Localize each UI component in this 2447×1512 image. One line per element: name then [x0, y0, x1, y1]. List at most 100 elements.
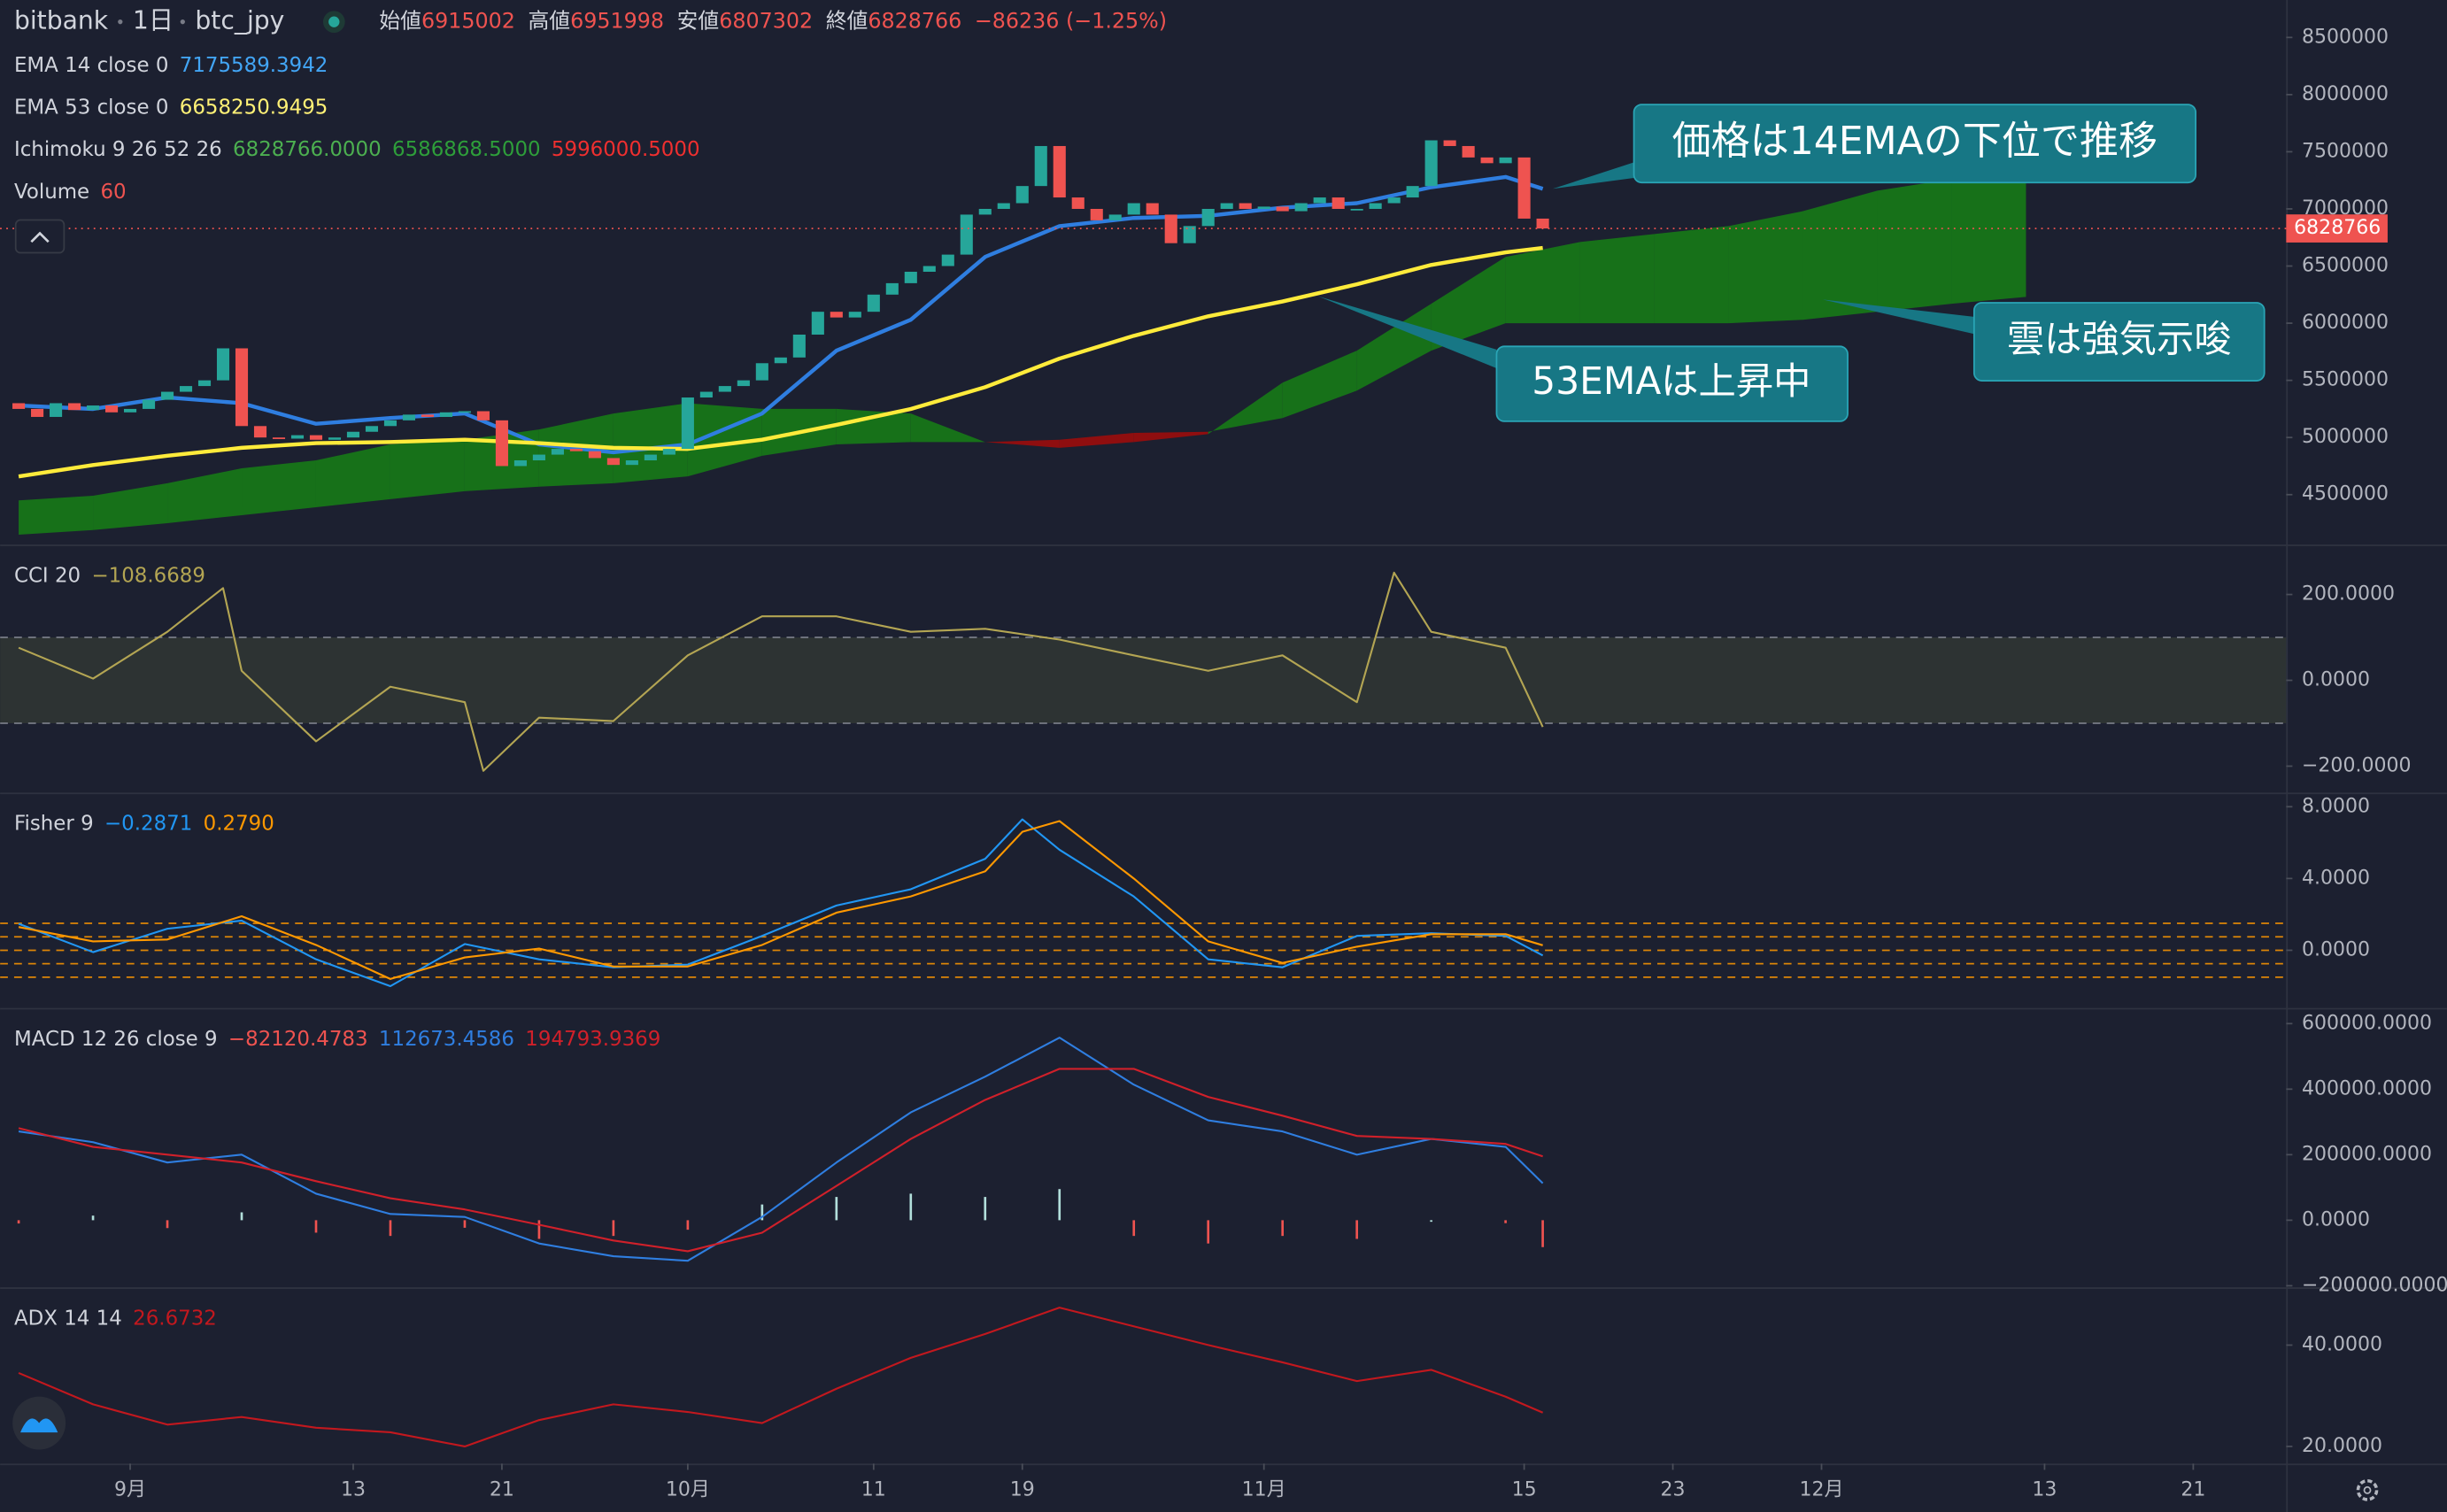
plots: 4500000500000055000006000000650000070000…: [0, 26, 2447, 1500]
candle: [87, 405, 100, 411]
legend-value: −108.6689: [91, 564, 205, 587]
histogram-bar: [909, 1193, 913, 1221]
candle: [532, 454, 545, 461]
legend-row: ADX 14 14 26.6732: [14, 1307, 217, 1330]
candle: [867, 294, 880, 312]
band: [0, 637, 2287, 723]
candle: [662, 449, 675, 455]
x-tick-label: 21: [490, 1478, 514, 1500]
x-tick-label: 15: [1512, 1478, 1537, 1500]
legend-value: −82120.4783: [228, 1027, 368, 1050]
settings[interactable]: [2356, 1478, 2379, 1501]
legend-title: Volume: [14, 180, 89, 203]
callout: [1633, 104, 2197, 184]
y-tick-label: 400000.0000: [2302, 1077, 2432, 1099]
x-tick-label: 19: [1010, 1478, 1035, 1500]
candle: [160, 391, 174, 400]
candle: [1499, 157, 1512, 164]
histogram-bar: [760, 1204, 764, 1221]
candle: [383, 420, 398, 427]
legend-title: Fisher 9: [14, 812, 94, 835]
ohlc-label: 高値: [529, 8, 571, 33]
cloud-segment: [1505, 242, 1580, 324]
callout-text: 53EMAは上昇中: [1532, 359, 1810, 403]
legend-row: Volume 60: [14, 180, 127, 203]
candle: [476, 411, 490, 420]
candle: [718, 386, 731, 392]
candle: [1424, 140, 1438, 187]
candle: [328, 437, 342, 440]
y-tick-label: 0.0000: [2302, 1208, 2370, 1230]
candle: [346, 431, 360, 438]
y-tick-label: 8500000: [2302, 26, 2389, 48]
x-tick-label: 13: [2032, 1478, 2057, 1500]
interval: 1日: [133, 6, 174, 35]
cloud-segment: [1951, 179, 2026, 305]
x-tick-label: 11月: [1242, 1478, 1286, 1500]
histogram-bar: [1355, 1220, 1358, 1239]
cloud-segment: [984, 439, 1060, 448]
histogram-bar: [240, 1212, 243, 1221]
candle: [1071, 197, 1085, 209]
candle: [1090, 208, 1103, 220]
y-tick-label: 8.0000: [2302, 795, 2370, 817]
pane: [18, 1307, 1544, 1448]
candle: [681, 397, 694, 450]
candle: [235, 348, 249, 427]
histogram-bar: [1430, 1220, 1432, 1223]
candle: [1313, 197, 1326, 204]
candle: [1350, 208, 1363, 211]
cloud-segment: [19, 496, 94, 535]
logo-mark: [20, 1418, 58, 1433]
candle: [1536, 218, 1549, 229]
candle: [123, 408, 137, 413]
cloud-segment: [1654, 226, 1729, 324]
indicator-line: [18, 820, 1543, 980]
x-tick-label: 9月: [114, 1478, 146, 1500]
ohlc-label: 安値: [677, 8, 720, 33]
histogram-bar: [1541, 1220, 1544, 1247]
candle: [960, 214, 973, 255]
cloud-segment: [1282, 351, 1357, 419]
separator: [118, 19, 123, 25]
y-tick-label: 8000000: [2302, 83, 2389, 105]
candle: [421, 414, 435, 417]
legend-value: 6828766.0000: [233, 138, 382, 161]
histogram-bar: [463, 1220, 467, 1228]
candle: [811, 312, 824, 335]
x-tick-label: 10月: [666, 1478, 710, 1500]
y-tick-label: 200000.0000: [2302, 1143, 2432, 1165]
histogram-bar: [612, 1220, 615, 1237]
legend-row: Fisher 9 −0.2871 0.2790: [14, 812, 274, 835]
legend-row: Ichimoku 9 26 52 26 6828766.0000 6586868.5…: [14, 138, 700, 161]
last-price-badge: [2286, 214, 2388, 243]
legend-row: EMA 53 close 0 6658250.9495: [14, 96, 328, 119]
candle: [1257, 206, 1270, 209]
gear-icon[interactable]: [2356, 1478, 2379, 1501]
candle: [1015, 186, 1029, 204]
cloud-segment: [93, 482, 168, 530]
candle: [513, 460, 527, 467]
logo[interactable]: [12, 1396, 66, 1450]
candle: [365, 426, 379, 432]
candle: [978, 208, 992, 215]
status-dot: [328, 16, 340, 27]
candle: [272, 437, 286, 439]
candle: [774, 357, 787, 364]
x-tick-label: 23: [1661, 1478, 1686, 1500]
indicator-line: [18, 1307, 1544, 1448]
legend-title: EMA 14 close 0: [14, 54, 168, 77]
collapse-button[interactable]: [14, 219, 66, 254]
candle: [105, 405, 119, 413]
candle: [941, 254, 954, 266]
legend-value: 7175589.3942: [180, 54, 328, 77]
histogram-bar: [1207, 1220, 1210, 1244]
candle: [458, 411, 471, 413]
candle: [1294, 203, 1308, 212]
candle: [439, 412, 452, 417]
candle: [402, 414, 416, 420]
histogram-bar: [314, 1220, 318, 1233]
y-tick-label: 5000000: [2302, 426, 2389, 448]
